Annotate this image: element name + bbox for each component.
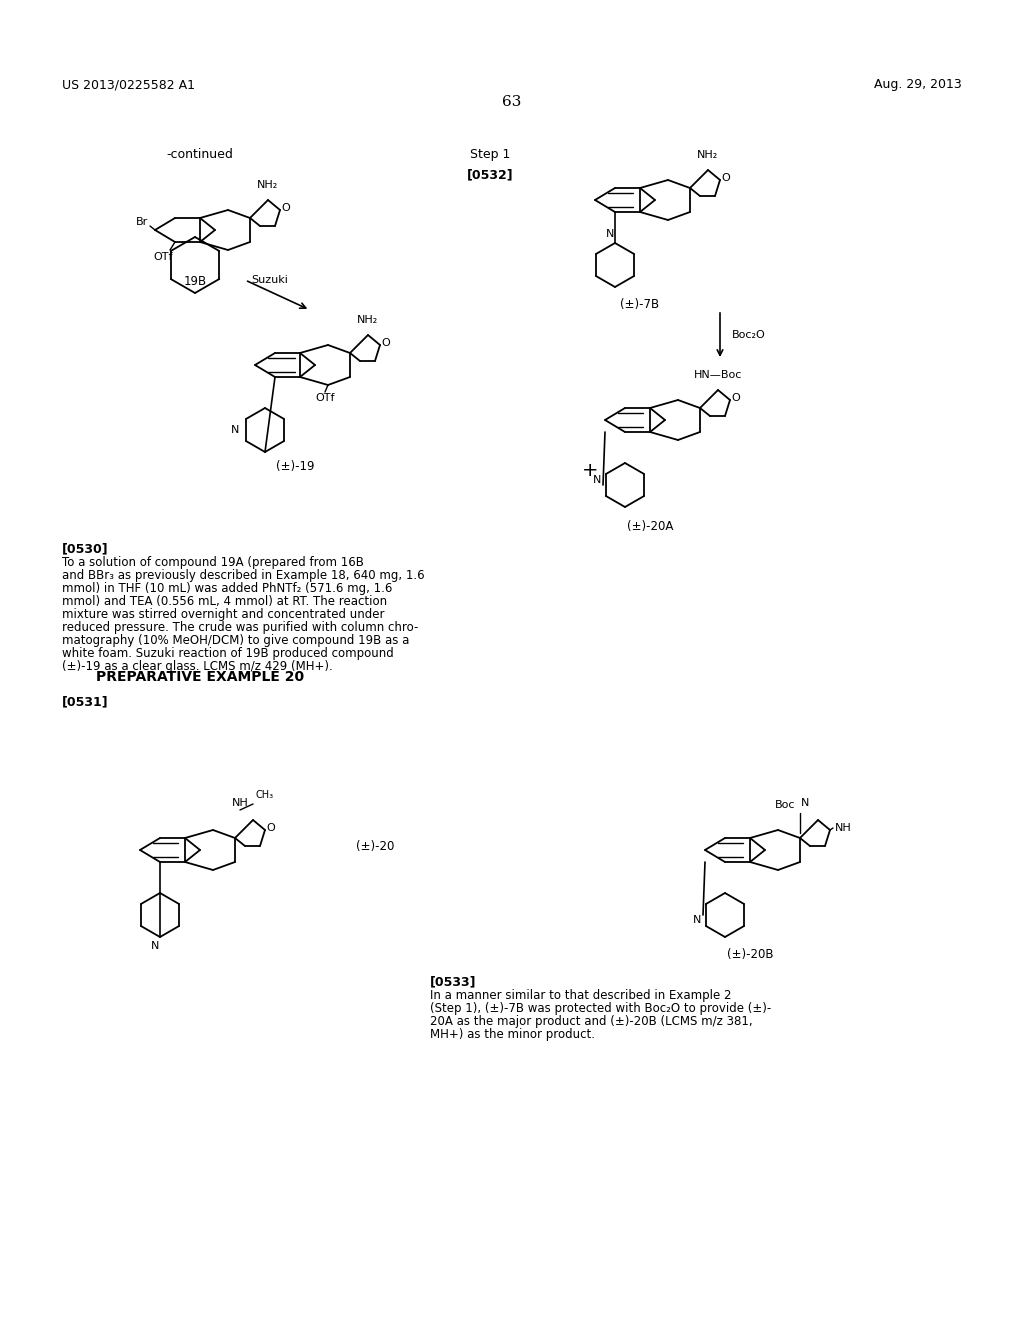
Text: (Step 1), (±)-7B was protected with Boc₂O to provide (±)-: (Step 1), (±)-7B was protected with Boc₂… xyxy=(430,1002,771,1015)
Text: 20A as the major product and (±)-20B (LCMS m/z 381,: 20A as the major product and (±)-20B (LC… xyxy=(430,1015,753,1028)
Text: Br: Br xyxy=(136,216,148,227)
Text: N: N xyxy=(593,475,601,484)
Text: N: N xyxy=(606,228,614,239)
Text: NH: NH xyxy=(231,799,249,808)
Text: O: O xyxy=(731,393,739,403)
Text: N: N xyxy=(151,941,159,950)
Text: mixture was stirred overnight and concentrated under: mixture was stirred overnight and concen… xyxy=(62,609,384,620)
Text: (±)-19 as a clear glass. LCMS m/z 429 (MH+).: (±)-19 as a clear glass. LCMS m/z 429 (M… xyxy=(62,660,333,673)
Text: OTf: OTf xyxy=(154,252,173,261)
Text: (±)-20: (±)-20 xyxy=(355,840,394,853)
Text: and BBr₃ as previously described in Example 18, 640 mg, 1.6: and BBr₃ as previously described in Exam… xyxy=(62,569,425,582)
Text: (±)-19: (±)-19 xyxy=(275,459,314,473)
Text: (±)-20B: (±)-20B xyxy=(727,948,773,961)
Text: NH₂: NH₂ xyxy=(357,315,379,325)
Text: NH₂: NH₂ xyxy=(697,150,719,160)
Text: 19B: 19B xyxy=(183,275,207,288)
Text: Boc₂O: Boc₂O xyxy=(732,330,766,341)
Text: NH: NH xyxy=(835,822,852,833)
Text: [0530]: [0530] xyxy=(62,543,109,554)
Text: CH₃: CH₃ xyxy=(255,789,273,800)
Text: US 2013/0225582 A1: US 2013/0225582 A1 xyxy=(62,78,195,91)
Text: mmol) and TEA (0.556 mL, 4 mmol) at RT. The reaction: mmol) and TEA (0.556 mL, 4 mmol) at RT. … xyxy=(62,595,387,609)
Text: Aug. 29, 2013: Aug. 29, 2013 xyxy=(874,78,962,91)
Text: O: O xyxy=(281,203,290,213)
Text: MH+) as the minor product.: MH+) as the minor product. xyxy=(430,1028,595,1041)
Text: Suzuki: Suzuki xyxy=(252,275,289,285)
Text: +: + xyxy=(582,461,598,479)
Text: (±)-20A: (±)-20A xyxy=(627,520,673,533)
Text: [0532]: [0532] xyxy=(467,168,513,181)
Text: (±)-7B: (±)-7B xyxy=(621,298,659,312)
Text: reduced pressure. The crude was purified with column chro-: reduced pressure. The crude was purified… xyxy=(62,620,419,634)
Text: 63: 63 xyxy=(503,95,521,110)
Text: HN—Boc: HN—Boc xyxy=(694,370,742,380)
Text: To a solution of compound 19A (prepared from 16B: To a solution of compound 19A (prepared … xyxy=(62,556,364,569)
Text: N: N xyxy=(230,425,239,436)
Text: mmol) in THF (10 mL) was added PhNTf₂ (571.6 mg, 1.6: mmol) in THF (10 mL) was added PhNTf₂ (5… xyxy=(62,582,392,595)
Text: O: O xyxy=(381,338,390,348)
Text: N: N xyxy=(801,799,809,808)
Text: N: N xyxy=(692,915,701,925)
Text: O: O xyxy=(266,822,274,833)
Text: PREPARATIVE EXAMPLE 20: PREPARATIVE EXAMPLE 20 xyxy=(96,671,304,684)
Text: [0531]: [0531] xyxy=(62,696,109,708)
Text: In a manner similar to that described in Example 2: In a manner similar to that described in… xyxy=(430,989,731,1002)
Text: [0533]: [0533] xyxy=(430,975,476,987)
Text: Step 1: Step 1 xyxy=(470,148,510,161)
Text: Boc: Boc xyxy=(774,800,795,810)
Text: O: O xyxy=(721,173,730,183)
Text: -continued: -continued xyxy=(167,148,233,161)
Text: OTf: OTf xyxy=(315,393,335,403)
Text: NH₂: NH₂ xyxy=(257,180,279,190)
Text: white foam. Suzuki reaction of 19B produced compound: white foam. Suzuki reaction of 19B produ… xyxy=(62,647,394,660)
Text: matography (10% MeOH/DCM) to give compound 19B as a: matography (10% MeOH/DCM) to give compou… xyxy=(62,634,410,647)
